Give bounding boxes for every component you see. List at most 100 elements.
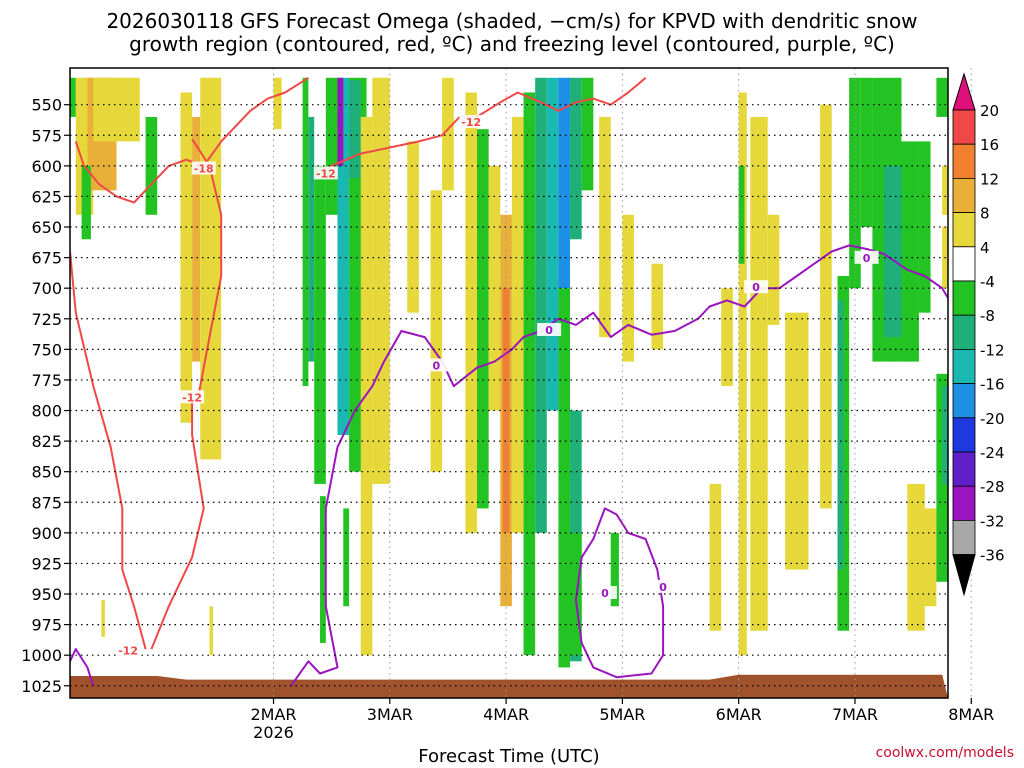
colorbar-label: -16 [980,376,1005,394]
chart-title-line: 2026030118 GFS Forecast Omega (shaded, −… [106,9,917,33]
freezing-level-loop [574,507,665,679]
dgz-contour-inner [150,398,205,650]
colorbar-bin [952,212,976,248]
omega-shade-cell [872,77,885,362]
omega-shade-cell [70,77,76,117]
credit-text: coolwx.com/models [876,745,1014,761]
contour-label-bg [424,358,449,372]
colorbar-label: 12 [980,170,999,188]
contour-label-bg [744,280,769,294]
omega-shade-cell [558,288,571,668]
x-tick-label: 7MAR [832,705,878,724]
omega-shade-cell [145,116,158,215]
omega-shade-cell [884,165,902,338]
y-tick-label: 1025 [21,677,62,696]
omega-shade-cell [750,116,768,631]
y-tick-label: 750 [31,340,62,359]
omega-shade-cell [622,214,635,362]
x-tick-year-label: 2026 [253,723,294,742]
colorbar-bin [952,314,976,350]
y-tick-label: 1000 [21,646,62,665]
contour-label: -12 [316,167,336,180]
y-tick-label: 775 [31,371,62,390]
terrain-surface [70,674,948,698]
omega-shade-cell [546,77,559,411]
contour-label: 0 [601,587,609,600]
contour-label-bg [180,390,205,404]
contour-label: 0 [659,581,667,594]
colorbar-label: -32 [980,512,1005,530]
omega-shade-cell [325,77,338,215]
omega-shade-cell [101,600,105,637]
colorbar-label: 20 [980,102,999,120]
colorbar-label: -12 [980,341,1005,359]
contour-label: 0 [432,359,440,372]
x-tick-label: 6MAR [716,705,762,724]
omega-shade-cell [581,77,594,191]
colorbar-bin [952,348,976,384]
omega-shade-cell [465,92,478,533]
y-tick-label: 700 [31,279,62,298]
plot-frame [69,67,949,699]
contour-label: -12 [182,391,202,404]
omega-shade-cell [535,77,547,533]
omega-shade-cell [738,165,745,264]
colorbar-bin [952,280,976,316]
colorbar-label: -28 [980,478,1005,496]
omega-shade-cell [209,606,214,656]
omega-shade-cell [430,190,443,472]
contour-label: -18 [194,163,214,176]
y-tick-label: 875 [31,493,62,512]
omega-shade-cell [273,77,282,130]
omega-shade-cell [942,165,948,215]
omega-shade-cell [349,80,361,179]
omega-shade-cell [610,532,619,607]
omega-shade-cell [314,165,326,484]
y-tick-label: 925 [31,554,62,573]
omega-shade-cell [901,141,919,362]
y-tick-label: 950 [31,585,62,604]
contour-label-bg [116,643,141,657]
dgz-contour-minus18 [191,138,223,399]
omega-shade-cell [936,77,948,117]
y-tick-label: 575 [31,126,62,145]
omega-shade-cell [820,104,832,509]
colorbar-label: -20 [980,410,1005,428]
freezing-level-contour [290,244,948,687]
y-tick-label: 725 [31,310,62,329]
colorbar-label: -36 [980,547,1005,565]
colorbar-label: -4 [980,273,995,291]
y-tick-label: 600 [31,157,62,176]
contour-label: 0 [545,324,553,337]
contour-label-bg [191,161,216,175]
omega-shade-cell [721,288,733,387]
omega-shade-cell [558,77,571,289]
omega-shade-cell [337,77,344,166]
omega-shade-cell [320,496,326,643]
omega-shade-cell [918,508,937,607]
contour-label-bg [459,115,484,129]
chart-title-line: growth region (contoured, red, ºC) and f… [129,32,895,56]
colorbar-bin [952,520,976,556]
omega-shade-cell [81,165,91,240]
colorbar-label: -24 [980,444,1005,462]
omega-shade-cell [918,141,931,313]
x-axis-title: Forecast Time (UTC) [418,746,599,767]
colorbar-bin [952,417,976,453]
y-tick-label: 650 [31,218,62,237]
omega-shade-cell [302,77,309,387]
x-tick-label: 8MAR [948,705,994,724]
dgz-contour-minus12 [74,76,309,204]
omega-shade-cell [860,77,873,228]
colorbar-bin [952,177,976,213]
omega-shade-cell [767,214,780,325]
omega-shade-cell [407,141,419,313]
dgz-contour-lower-left [70,251,147,650]
omega-shade-cell [192,116,201,362]
omega-shade-cell [360,116,373,656]
contour-label-bg [537,323,562,337]
omega-shade-cell [502,288,510,533]
colorbar-bin [952,383,976,419]
y-tick-label: 975 [31,616,62,635]
contour-label: -12 [461,116,481,129]
